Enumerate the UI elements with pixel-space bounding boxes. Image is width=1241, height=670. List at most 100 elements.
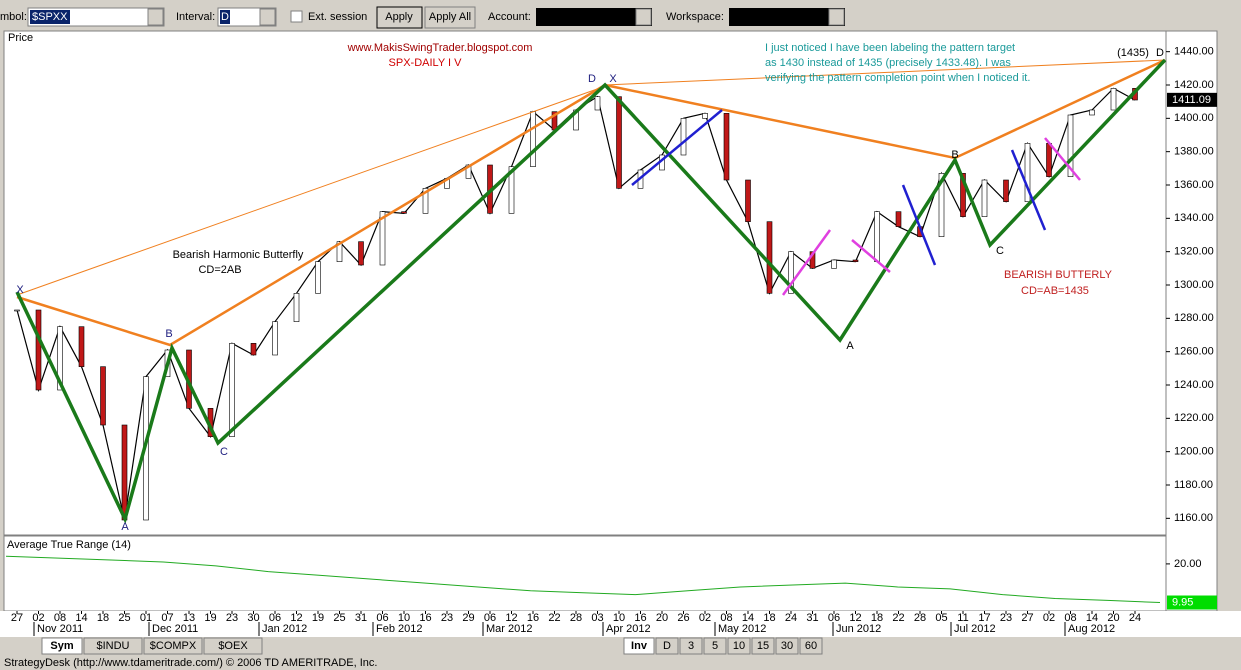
candle (78, 326, 85, 367)
label: Workspace: (666, 11, 724, 23)
y-tick-label: 1360.00 (1174, 179, 1214, 191)
dropdown[interactable] (828, 8, 845, 26)
y-tick-label: 1440.00 (1174, 46, 1214, 58)
point-label: A (121, 521, 129, 533)
candle (895, 211, 902, 227)
annotation: CD=AB=1435 (1021, 285, 1089, 297)
tab-label: $INDU (96, 640, 129, 652)
candle (336, 241, 343, 262)
x-tick-label: 12 (290, 612, 302, 624)
y-tick-label: 1420.00 (1174, 79, 1214, 91)
interval-tab[interactable] (775, 637, 799, 655)
candle (1003, 179, 1009, 202)
account-select[interactable] (536, 8, 652, 26)
x-tick-label: 10 (398, 612, 410, 624)
x-tick-label: 17 (978, 612, 990, 624)
y-tick-label: 1200.00 (1174, 446, 1214, 458)
swing-line (631, 109, 723, 186)
x-tick-label: 16 (527, 612, 539, 624)
x-tick-label: 22 (892, 612, 904, 624)
x-tick-label: 28 (914, 612, 926, 624)
interval-tab[interactable] (751, 637, 775, 655)
tab[interactable] (203, 637, 263, 655)
x-tick-label: 31 (355, 612, 367, 624)
y-tick-label: 20.00 (1174, 558, 1202, 570)
trend-line (16, 87, 601, 296)
atr-last-box (1167, 595, 1217, 610)
y-tick-label: 1400.00 (1174, 112, 1214, 124)
candle (57, 326, 63, 391)
candle (1089, 109, 1095, 116)
candle (1024, 143, 1031, 202)
tab[interactable] (41, 637, 83, 655)
x-tick-label: 29 (462, 612, 474, 624)
candle (766, 221, 773, 294)
tab[interactable] (83, 637, 143, 655)
point-label: D (588, 73, 596, 85)
month-label: Jun 2012 (836, 623, 881, 635)
dropdown[interactable] (259, 8, 276, 26)
y-tick-label: 1160.00 (1174, 512, 1213, 524)
x-tick-label: 06 (376, 612, 388, 624)
candle (938, 173, 945, 237)
annotation: www.MakisSwingTrader.blogspot.com (347, 42, 533, 54)
x-tick-label: 08 (54, 612, 66, 624)
x-tick-label: 14 (1086, 612, 1098, 624)
x-tick-label: 30 (247, 612, 259, 624)
interval-tab[interactable] (679, 637, 703, 655)
point-label: A (846, 340, 854, 352)
selection (220, 10, 230, 24)
x-tick-label: 08 (720, 612, 732, 624)
swing-line (1010, 149, 1047, 231)
month-label: Jan 2012 (262, 623, 307, 635)
x-tick-label: 16 (419, 612, 431, 624)
x-tick-label: 18 (97, 612, 109, 624)
x-tick-label: 27 (11, 612, 23, 624)
point-label: B (951, 149, 958, 161)
x-tick-label: 23 (441, 612, 453, 624)
candle (530, 111, 536, 167)
month-label: Aug 2012 (1068, 623, 1115, 635)
candle (702, 113, 708, 119)
x-tick-label: 10 (613, 612, 625, 624)
last-price: 1411.09 (1172, 94, 1211, 106)
candle (723, 113, 730, 181)
candle (35, 309, 42, 391)
x-tick-label: 31 (806, 612, 818, 624)
candle (788, 251, 794, 294)
dropdown[interactable] (147, 8, 164, 26)
x-tick-label: 11 (957, 612, 968, 624)
annotation: as 1430 instead of 1435 (precisely 1433.… (765, 57, 1011, 69)
workspace-select[interactable] (729, 8, 845, 26)
x-tick-label: 07 (161, 612, 173, 624)
annotation: I just noticed I have been labeling the … (765, 42, 1015, 54)
swing-line (901, 184, 937, 266)
apply-all-button[interactable] (424, 6, 476, 29)
interval-tab[interactable] (655, 637, 679, 655)
annotation: CD=2AB (198, 264, 241, 276)
date-axis (0, 611, 1241, 637)
label: Apply All (429, 11, 471, 23)
x-tick-label: 25 (118, 612, 130, 624)
interval-tab[interactable] (623, 637, 655, 655)
swing-line (851, 239, 891, 273)
candle (293, 293, 300, 322)
y-tick-label: 1340.00 (1174, 212, 1214, 224)
interval-tab[interactable] (703, 637, 727, 655)
interval-label: 3 (688, 640, 694, 652)
apply-button[interactable] (376, 6, 423, 29)
x-tick-label: 02 (699, 612, 711, 624)
interval-label: 60 (805, 640, 817, 652)
x-tick-label: 01 (140, 612, 152, 624)
interval-tab[interactable] (799, 637, 823, 655)
x-tick-label: 18 (763, 612, 775, 624)
y-tick-label: 1240.00 (1174, 379, 1214, 391)
candle (272, 321, 278, 356)
tab[interactable] (143, 637, 203, 655)
tab-label: $COMPX (150, 640, 197, 652)
checkbox[interactable] (290, 10, 303, 23)
interval-tab[interactable] (727, 637, 751, 655)
dropdown[interactable] (635, 8, 652, 26)
candle (874, 211, 880, 262)
